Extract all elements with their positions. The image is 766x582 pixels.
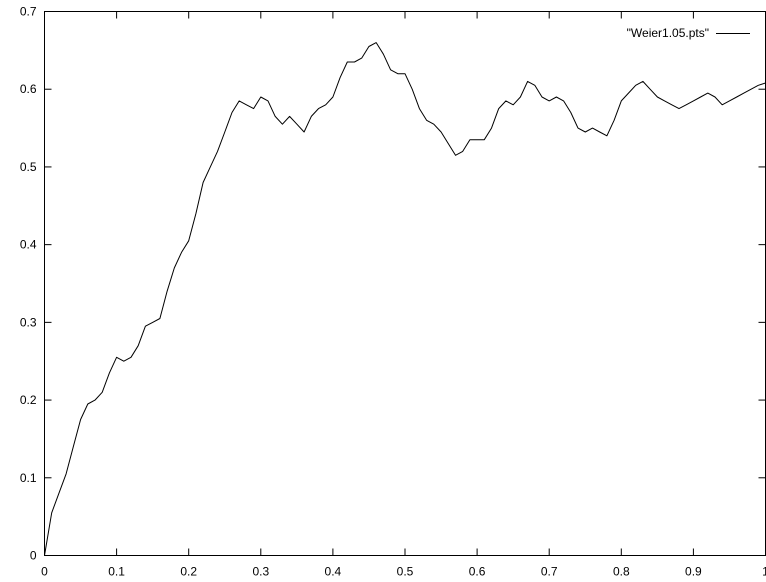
plot-frame (44, 11, 766, 556)
legend-label: "Weier1.05.pts" (627, 26, 709, 40)
x-tick-label: 0 (41, 565, 48, 579)
series-layer (44, 42, 766, 556)
y-tick-label: 0.2 (20, 393, 37, 407)
y-tick-label: 0.3 (20, 315, 37, 329)
x-tick-label: 0.1 (108, 565, 125, 579)
x-tick-label: 0.4 (325, 565, 342, 579)
series-line (44, 42, 766, 556)
x-tick-label: 0.5 (397, 565, 414, 579)
x-axis: 0 0.1 0.2 0.3 0.4 0.5 0.6 0.7 0.8 0.9 1 (41, 11, 766, 579)
y-axis: 0 0.1 0.2 0.3 0.4 0.5 0.6 0.7 (20, 5, 766, 563)
x-tick-label: 0.3 (252, 565, 269, 579)
y-tick-label: 0.7 (20, 5, 37, 19)
x-tick-label: 1 (762, 565, 766, 579)
x-tick-label: 0.6 (469, 565, 486, 579)
x-tick-label: 0.9 (685, 565, 702, 579)
legend: "Weier1.05.pts" (627, 26, 750, 40)
x-tick-label: 0.7 (541, 565, 558, 579)
y-tick-label: 0.6 (20, 82, 37, 96)
x-tick-label: 0.8 (613, 565, 630, 579)
y-tick-label: 0 (30, 549, 37, 563)
y-tick-label: 0.1 (20, 471, 37, 485)
x-tick-label: 0.2 (180, 565, 197, 579)
y-tick-label: 0.4 (20, 238, 37, 252)
y-tick-label: 0.5 (20, 160, 37, 174)
